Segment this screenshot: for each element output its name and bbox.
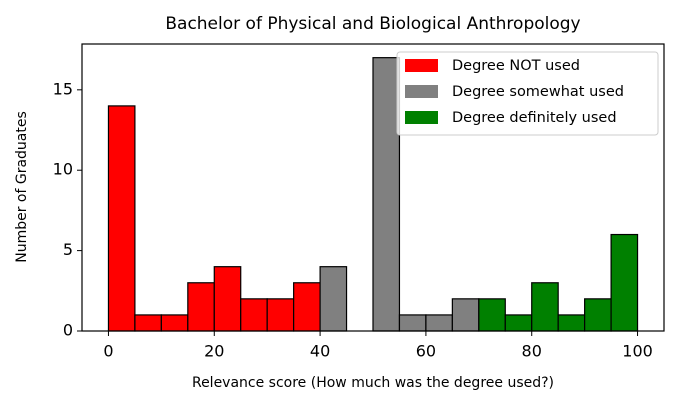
legend-label: Degree somewhat used (452, 84, 624, 100)
histogram-bar (478, 298, 506, 332)
x-tick-label: 0 (103, 342, 113, 361)
y-axis-label: Number of Graduates (14, 111, 30, 263)
legend-swatch (405, 111, 438, 124)
y-tick-label: 15 (53, 79, 73, 98)
histogram-bar (504, 314, 533, 332)
histogram-bar (372, 57, 401, 332)
chart-title: Bachelor of Physical and Biological Anth… (165, 14, 580, 34)
histogram-bar (451, 298, 480, 332)
histogram-bar (425, 314, 453, 332)
histogram-bar (160, 314, 189, 332)
histogram-bar (134, 314, 162, 332)
y-tick-label: 10 (53, 160, 73, 179)
legend-box (396, 51, 659, 136)
histogram-bar (187, 282, 215, 332)
histogram-bar (266, 298, 295, 332)
histogram-bar (293, 282, 321, 332)
x-tick-label: 60 (416, 342, 436, 361)
histogram-bar (240, 298, 268, 332)
histogram-bar (584, 298, 612, 332)
plot-frame (81, 43, 665, 332)
x-tick-label: 80 (522, 342, 542, 361)
legend-label: Degree definitely used (452, 110, 617, 126)
histogram-bar (107, 105, 136, 332)
histogram-bar (213, 266, 242, 332)
x-tick-label: 100 (622, 342, 653, 361)
x-axis-label: Relevance score (How much was the degree… (192, 375, 554, 391)
histogram-bar (610, 233, 639, 332)
x-tick-label: 40 (310, 342, 330, 361)
y-tick-label: 0 (63, 321, 73, 340)
histogram-bar (319, 266, 348, 332)
legend-label: Degree NOT used (452, 58, 580, 74)
histogram-bar (531, 282, 559, 332)
histogram-bar (398, 314, 427, 332)
y-tick-label: 5 (63, 240, 73, 259)
histogram-bar (557, 314, 586, 332)
x-tick-label: 20 (204, 342, 224, 361)
legend-swatch (405, 85, 438, 98)
legend-swatch (405, 59, 438, 72)
